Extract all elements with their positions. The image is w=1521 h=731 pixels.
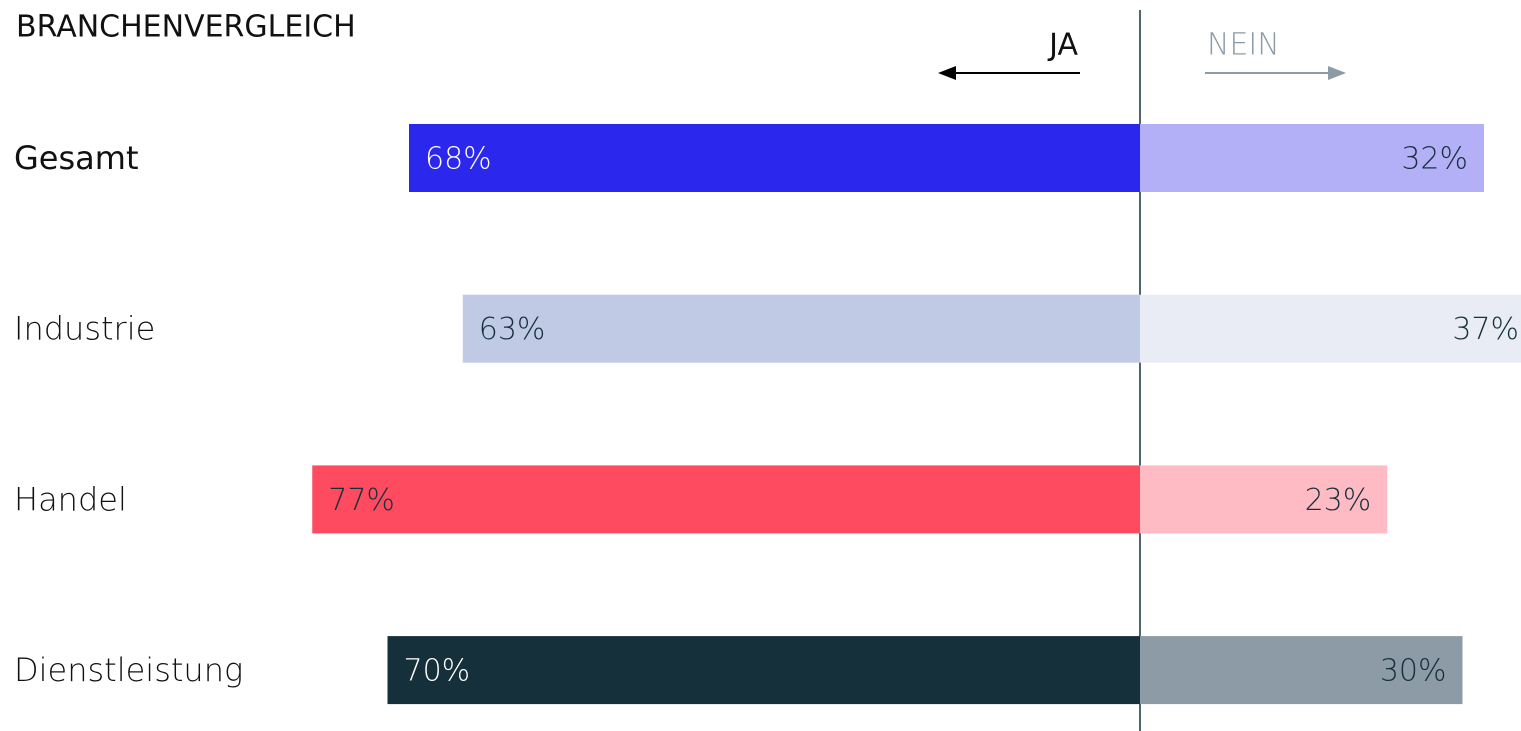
value-label: 68% — [425, 142, 492, 177]
value-label: 77% — [328, 483, 395, 518]
category-label: Industrie — [14, 310, 155, 348]
bar — [1140, 465, 1388, 534]
value-label: 30% — [1380, 654, 1447, 689]
value-label: 37% — [1452, 312, 1519, 347]
bar — [462, 294, 1140, 363]
bar — [409, 124, 1140, 192]
category-label: Gesamt — [14, 139, 138, 177]
bar — [387, 636, 1140, 705]
value-label: 70% — [404, 654, 471, 689]
bar — [312, 465, 1140, 534]
value-label: 32% — [1401, 142, 1468, 177]
bar — [1140, 636, 1463, 705]
category-label: Dienstleistung — [14, 651, 243, 689]
chart-title: BRANCHENVERGLEICH — [16, 10, 356, 45]
bar — [1140, 124, 1484, 192]
ja-arrow-head — [938, 66, 956, 80]
value-label: 63% — [479, 312, 546, 347]
nein-arrow-head — [1328, 66, 1346, 80]
bar — [1140, 294, 1521, 363]
value-label: 23% — [1305, 483, 1372, 518]
legend-ja: JA — [1047, 28, 1078, 63]
category-label: Handel — [14, 480, 127, 518]
legend-nein: NEIN — [1207, 28, 1280, 63]
